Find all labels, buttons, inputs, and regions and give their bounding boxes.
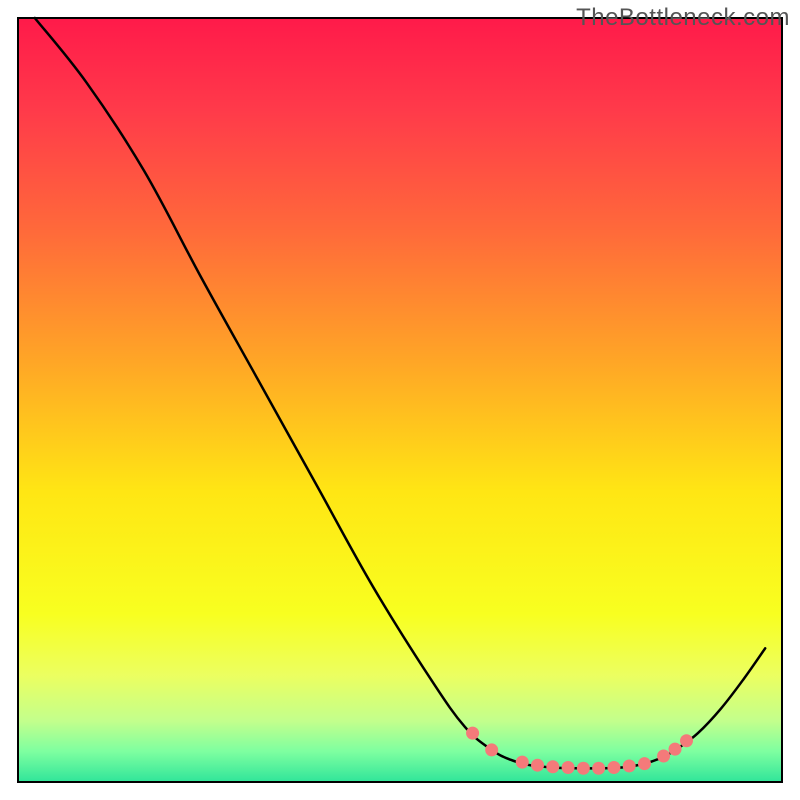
data-marker xyxy=(592,762,605,775)
watermark-text: TheBottleneck.com xyxy=(576,4,790,32)
data-marker xyxy=(466,727,479,740)
data-marker xyxy=(485,743,498,756)
data-marker xyxy=(562,761,575,774)
data-marker xyxy=(531,759,544,772)
chart-svg xyxy=(0,0,800,800)
data-marker xyxy=(577,762,590,775)
bottleneck-chart: TheBottleneck.com xyxy=(0,0,800,800)
chart-background xyxy=(18,18,782,782)
data-marker xyxy=(623,759,636,772)
data-marker xyxy=(669,743,682,756)
data-marker xyxy=(546,760,559,773)
data-marker xyxy=(657,750,670,763)
data-marker xyxy=(680,734,693,747)
data-marker xyxy=(638,757,651,770)
data-marker xyxy=(516,756,529,769)
data-marker xyxy=(607,761,620,774)
